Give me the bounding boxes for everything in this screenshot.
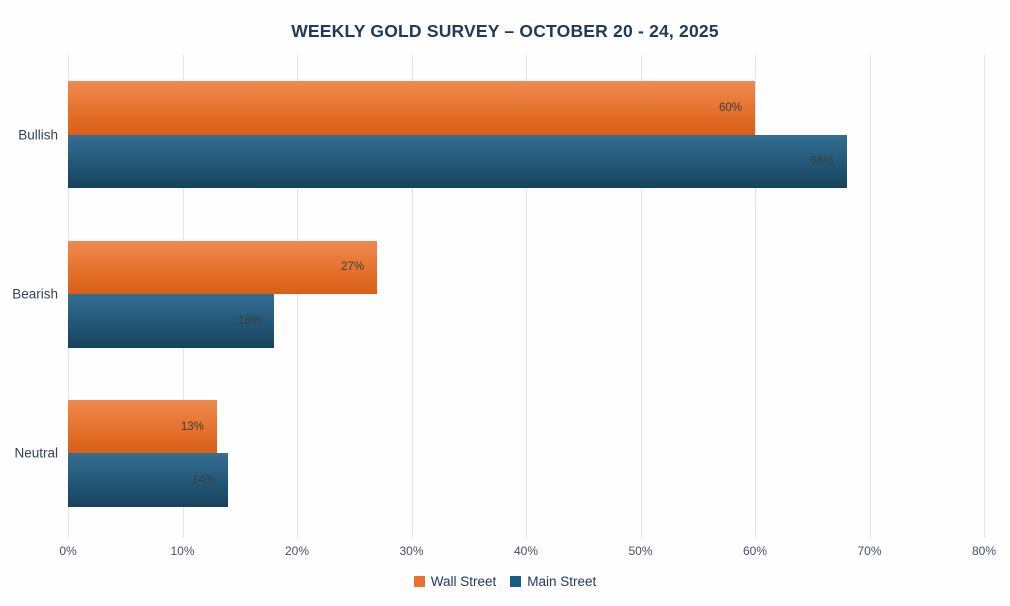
legend-item-wall-street: Wall Street xyxy=(413,574,497,589)
data-label: 60% xyxy=(718,101,742,114)
x-tick-label: 40% xyxy=(513,544,539,558)
x-tick-label: 0% xyxy=(59,544,77,558)
bar-main-street-bearish: 18% xyxy=(68,294,275,348)
category-label-neutral: Neutral xyxy=(14,445,58,461)
chart-legend: Wall Street Main Street xyxy=(0,574,1010,589)
data-label: 14% xyxy=(192,474,216,487)
gridline-60% xyxy=(755,55,756,538)
bar-wall-street-bullish: 60% xyxy=(68,81,755,135)
gridline-40% xyxy=(526,55,527,538)
gridline-20% xyxy=(297,55,298,538)
x-tick-label: 30% xyxy=(399,544,424,558)
bar-wall-street-neutral: 13% xyxy=(68,399,217,454)
data-label: 18% xyxy=(238,314,262,327)
legend-label: Main Street xyxy=(527,574,597,589)
gridline-50% xyxy=(640,55,642,538)
data-label: 13% xyxy=(180,420,204,433)
data-label: 27% xyxy=(341,261,365,274)
x-tick-label: 80% xyxy=(971,544,997,558)
x-tick-label: 50% xyxy=(628,544,653,558)
x-tick-label: 20% xyxy=(284,544,310,558)
plot-area: 60% 68% 27% 18% 13% 14% xyxy=(68,55,985,538)
gridline-80% xyxy=(984,55,985,538)
legend-swatch-icon xyxy=(413,576,425,587)
category-label-bearish: Bearish xyxy=(12,286,58,302)
category-label-bullish: Bullish xyxy=(18,127,58,143)
gridline-70% xyxy=(869,55,871,538)
bar-main-street-neutral: 14% xyxy=(68,453,229,507)
x-tick-label: 10% xyxy=(170,544,195,558)
x-tick-label: 70% xyxy=(857,544,882,558)
gridline-30% xyxy=(411,55,413,538)
bar-main-street-bullish: 68% xyxy=(68,134,847,189)
x-tick-label: 60% xyxy=(742,544,768,558)
legend-item-main-street: Main Street xyxy=(510,574,596,589)
bar-wall-street-bearish: 27% xyxy=(68,240,378,294)
data-label: 68% xyxy=(810,155,834,168)
chart-title: WEEKLY GOLD SURVEY – OCTOBER 20 - 24, 20… xyxy=(291,21,719,41)
legend-swatch-icon xyxy=(510,576,522,587)
legend-label: Wall Street xyxy=(430,574,497,589)
